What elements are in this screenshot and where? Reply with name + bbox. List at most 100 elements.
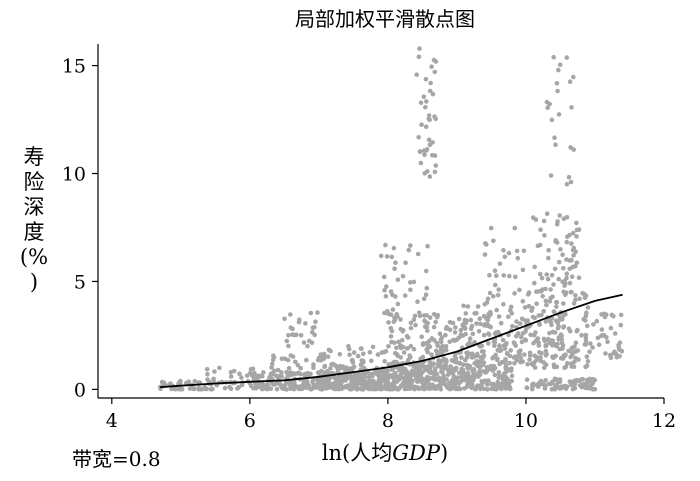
scatter-point (474, 321, 479, 326)
scatter-point (539, 275, 545, 281)
scatter-point (361, 351, 366, 357)
scatter-point (347, 352, 352, 358)
scatter-point (379, 350, 385, 355)
y-axis-title-char: (% (20, 245, 48, 269)
scatter-point (300, 386, 305, 392)
scatter-point (608, 355, 614, 361)
scatter-point (583, 335, 589, 341)
scatter-point (389, 339, 394, 345)
scatter-point (492, 268, 498, 274)
scatter-point (494, 307, 500, 313)
scatter-point (497, 261, 503, 267)
scatter-point (502, 254, 508, 260)
scatter-point (574, 227, 580, 233)
scatter-point (393, 350, 398, 356)
scatter-point (515, 255, 521, 261)
scatter-point (351, 350, 357, 355)
scatter-point (405, 371, 410, 377)
scatter-point (168, 381, 173, 386)
scatter-point (493, 282, 498, 288)
scatter-point (431, 324, 437, 330)
scatter-point (518, 321, 523, 326)
scatter-point (206, 379, 212, 385)
scatter-point (590, 345, 595, 350)
scatter-point (569, 241, 574, 246)
scatter-point (420, 377, 426, 383)
scatter-point (398, 355, 404, 360)
scatter-point (228, 374, 234, 379)
scatter-point (275, 367, 281, 373)
scatter-point (396, 339, 401, 345)
scatter-point (359, 386, 365, 391)
scatter-point (459, 369, 465, 375)
scatter-point (359, 373, 364, 378)
scatter-point (415, 375, 420, 381)
scatter-point (274, 386, 280, 392)
scatter-point (285, 357, 291, 363)
scatter-point (376, 372, 382, 378)
scatter-point (402, 366, 408, 372)
scatter-point (408, 280, 413, 285)
scatter-point (543, 319, 549, 324)
scatter-point (596, 342, 602, 348)
scatter-point (490, 386, 496, 391)
scatter-point (375, 386, 380, 392)
scatter-point (561, 301, 566, 306)
scatter-point (518, 359, 523, 365)
scatter-point (212, 369, 217, 374)
scatter-point (393, 260, 398, 266)
scatter-point (537, 242, 543, 248)
y-axis-title-char: 深 (24, 195, 45, 219)
scatter-point (518, 348, 523, 353)
scatter-point (571, 253, 576, 258)
scatter-point (566, 348, 571, 354)
scatter-point (391, 245, 397, 251)
scatter-point (569, 350, 575, 355)
scatter-point (211, 376, 216, 382)
scatter-point (424, 340, 429, 346)
scatter-point (481, 360, 487, 365)
scatter-point (418, 100, 424, 105)
scatter-point (259, 383, 264, 389)
scatter-point (538, 227, 543, 232)
scatter-point (510, 323, 515, 329)
scatter-point (543, 378, 548, 383)
scatter-point (248, 383, 254, 389)
scatter-point (286, 343, 291, 349)
scatter-point (383, 293, 389, 299)
scatter-point (496, 287, 502, 292)
scatter-point (527, 353, 533, 358)
scatter-point (304, 357, 309, 363)
scatter-point (478, 321, 483, 327)
scatter-point (205, 372, 210, 377)
scatter-point (576, 357, 581, 362)
scatter-point (561, 353, 567, 358)
scatter-point (526, 290, 532, 295)
scatter-point (447, 319, 453, 325)
y-axis-title-char: 寿 (24, 145, 45, 169)
scatter-point (608, 325, 614, 331)
scatter-point (455, 375, 461, 380)
scatter-point (416, 370, 421, 375)
scatter-point (561, 266, 566, 271)
scatter-point (565, 360, 570, 366)
scatter-point (386, 344, 391, 349)
scatter-point (426, 137, 432, 143)
scatter-point (603, 312, 609, 318)
scatter-point (476, 362, 481, 368)
scatter-point (442, 381, 448, 387)
scatter-point (178, 386, 184, 392)
scatter-point (509, 373, 515, 379)
x-axis-title-prefix: ln(人均 (322, 441, 392, 465)
scatter-point (466, 371, 471, 376)
scatter-point (469, 383, 475, 388)
scatter-point (568, 361, 574, 367)
scatter-point (494, 273, 499, 279)
scatter-point (487, 290, 493, 296)
scatter-point (386, 386, 392, 392)
scatter-point (435, 352, 440, 357)
scatter-point (530, 215, 536, 220)
scatter-point (265, 386, 270, 392)
scatter-point (530, 386, 535, 392)
scatter-point (543, 342, 549, 348)
